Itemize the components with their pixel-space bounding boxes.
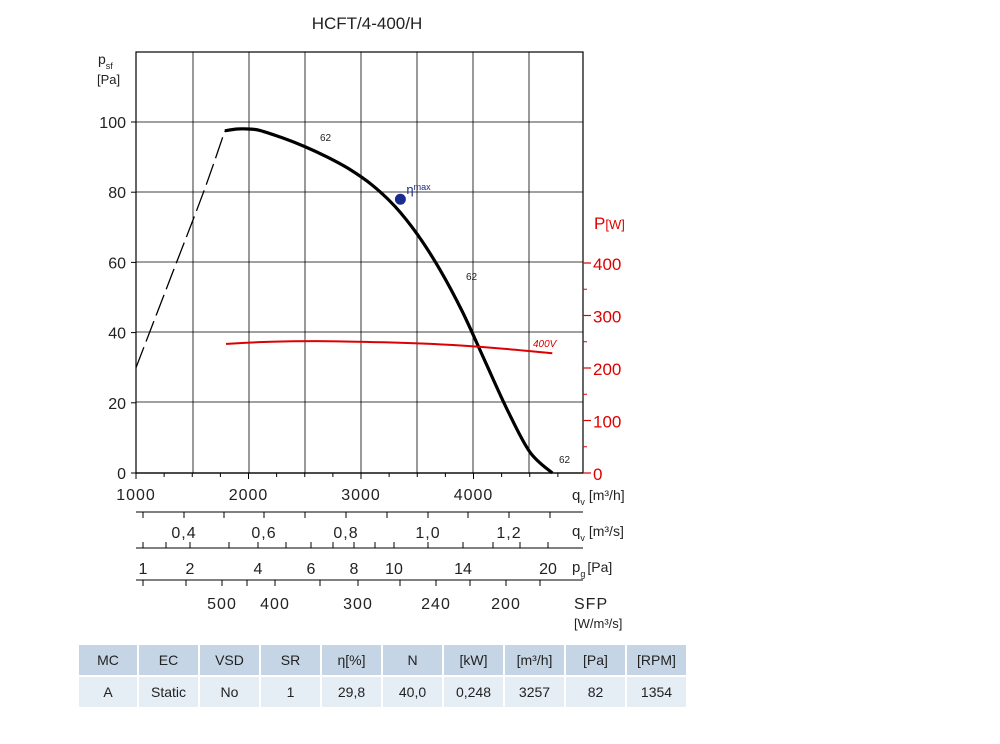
- cell-pa: 82: [565, 675, 627, 707]
- x-tick-label-m3h: 3000: [341, 487, 381, 504]
- col-pa: [Pa]: [565, 645, 627, 676]
- x-tick-label-m3h: 1000: [116, 487, 156, 504]
- x-tick-label-sfp: 200: [491, 596, 521, 613]
- cell-ec: Static: [138, 675, 200, 707]
- y2-tick-label: 300: [593, 308, 621, 327]
- col-kw: [kW]: [443, 645, 505, 676]
- x-axis-unit-sfp: [W/m³/s]: [574, 616, 622, 631]
- x-axis-unit-m3h: [m³/h]: [589, 487, 625, 503]
- x-axis-label-m3s-sub: v: [580, 533, 585, 543]
- eta-max-point: [394, 193, 406, 205]
- x-tick-label-sfp: 240: [421, 596, 451, 613]
- y-axis-label: psf: [98, 51, 113, 71]
- cell-rpm: 1354: [626, 675, 688, 707]
- x-tick-label-m3s: 0,6: [251, 525, 276, 542]
- y2-axis-label: P[W]: [594, 214, 625, 233]
- y-tick-label: 100: [99, 115, 126, 132]
- curve-400v: [225, 340, 553, 355]
- col-n: N: [382, 645, 444, 676]
- curve-62: [224, 127, 554, 475]
- curves: [135, 127, 554, 475]
- y2-tick-label: 200: [593, 360, 621, 379]
- plot-frame: [135, 51, 584, 474]
- x-axis-label-m3h-main: q: [572, 487, 580, 504]
- x-tick-label-m3s: 1,0: [415, 525, 440, 542]
- curve-label-62-top: 62: [320, 133, 332, 144]
- x-tick-label-pg: 2: [186, 561, 195, 578]
- x-tick-label-pg: 8: [350, 561, 359, 578]
- y-tick-label: 40: [108, 326, 126, 343]
- y2-axis-ticks: 0 100 200 300 400: [583, 255, 621, 484]
- x-tick-label-sfp: 300: [343, 596, 373, 613]
- x-tick-label-pg: 10: [385, 561, 403, 578]
- col-sr: SR: [260, 645, 322, 676]
- curve-label-62-end: 62: [559, 455, 571, 466]
- x-axis-label-pg-main: p: [572, 559, 580, 576]
- cell-m3h: 3257: [504, 675, 566, 707]
- x-axis-unit-pg: [Pa]: [587, 559, 612, 575]
- y2-tick-label: 100: [593, 413, 621, 432]
- x-axis-label-m3s-main: q: [572, 523, 580, 540]
- x-axis-label-sfp: SFP: [574, 596, 608, 613]
- spec-table-header-row: MC EC VSD SR η[%] N [kW] [m³/h] [Pa] [RP…: [79, 645, 688, 676]
- x-tick-label-pg: 14: [454, 561, 472, 578]
- col-rpm: [RPM]: [626, 645, 688, 676]
- x-axis-label-pg: pg [Pa]: [572, 559, 612, 579]
- col-mc: MC: [79, 645, 139, 676]
- x-tick-label-m3s: 0,8: [333, 525, 358, 542]
- col-ec: EC: [138, 645, 200, 676]
- cell-n: 40,0: [382, 675, 444, 707]
- y-tick-label: 60: [108, 255, 126, 272]
- x-tick-label-sfp: 500: [207, 596, 237, 613]
- y2-tick-label: 400: [593, 255, 621, 274]
- chart-title: HCFT/4-400/H: [312, 14, 423, 33]
- cell-mc: A: [79, 675, 139, 707]
- curve-label-62-mid: 62: [466, 272, 478, 283]
- x-tick-label-m3s: 0,4: [171, 525, 196, 542]
- x-tick-label-m3s: 1,2: [496, 525, 521, 542]
- x-axis-unit-m3s: [m³/s]: [589, 523, 624, 539]
- x-tick-label-pg: 4: [254, 561, 263, 578]
- x-axes: 1000 2000 3000 4000 qv [m³/h]0,4 0,6 0,8 1,0 1,2 q…: [116, 472, 625, 631]
- x-axis-label-m3h: qv [m³/h]: [572, 487, 625, 507]
- cell-sr: 1: [260, 675, 322, 707]
- eta-max-label: ηmax: [406, 182, 431, 197]
- x-tick-label-pg: 20: [539, 561, 557, 578]
- col-eta: η[%]: [321, 645, 383, 676]
- cell-kw: 0,248: [443, 675, 505, 707]
- x-tick-label-m3h: 2000: [229, 487, 269, 504]
- x-axis-label-pg-sub: g: [580, 569, 585, 579]
- y-axis-ticks: 0 20 40 60 80 100: [99, 115, 136, 483]
- y-tick-label: 80: [108, 185, 126, 202]
- x-axis-label-m3h-sub: v: [580, 497, 585, 507]
- table-row: A Static No 1 29,8 40,0 0,248 3257 82 13…: [79, 675, 688, 707]
- cell-eta: 29,8: [321, 675, 383, 707]
- col-vsd: VSD: [199, 645, 261, 676]
- x-axis-label-m3s: qv [m³/s]: [572, 523, 624, 543]
- x-tick-label-pg: 6: [307, 561, 316, 578]
- y-tick-label: 0: [117, 466, 126, 483]
- y-axis-unit: [Pa]: [97, 72, 120, 87]
- curve-label-400v: 400V: [533, 339, 558, 350]
- col-m3h: [m³/h]: [504, 645, 566, 676]
- spec-table: MC EC VSD SR η[%] N [kW] [m³/h] [Pa] [RP…: [79, 645, 688, 707]
- cell-vsd: No: [199, 675, 261, 707]
- y-tick-label: 20: [108, 396, 126, 413]
- grid: [136, 52, 583, 473]
- x-tick-label-m3h: 4000: [454, 487, 494, 504]
- x-tick-label-sfp: 400: [260, 596, 290, 613]
- y2-tick-label: 0: [593, 465, 602, 484]
- curve-series-1: [135, 130, 226, 368]
- x-tick-label-pg: 1: [139, 561, 148, 578]
